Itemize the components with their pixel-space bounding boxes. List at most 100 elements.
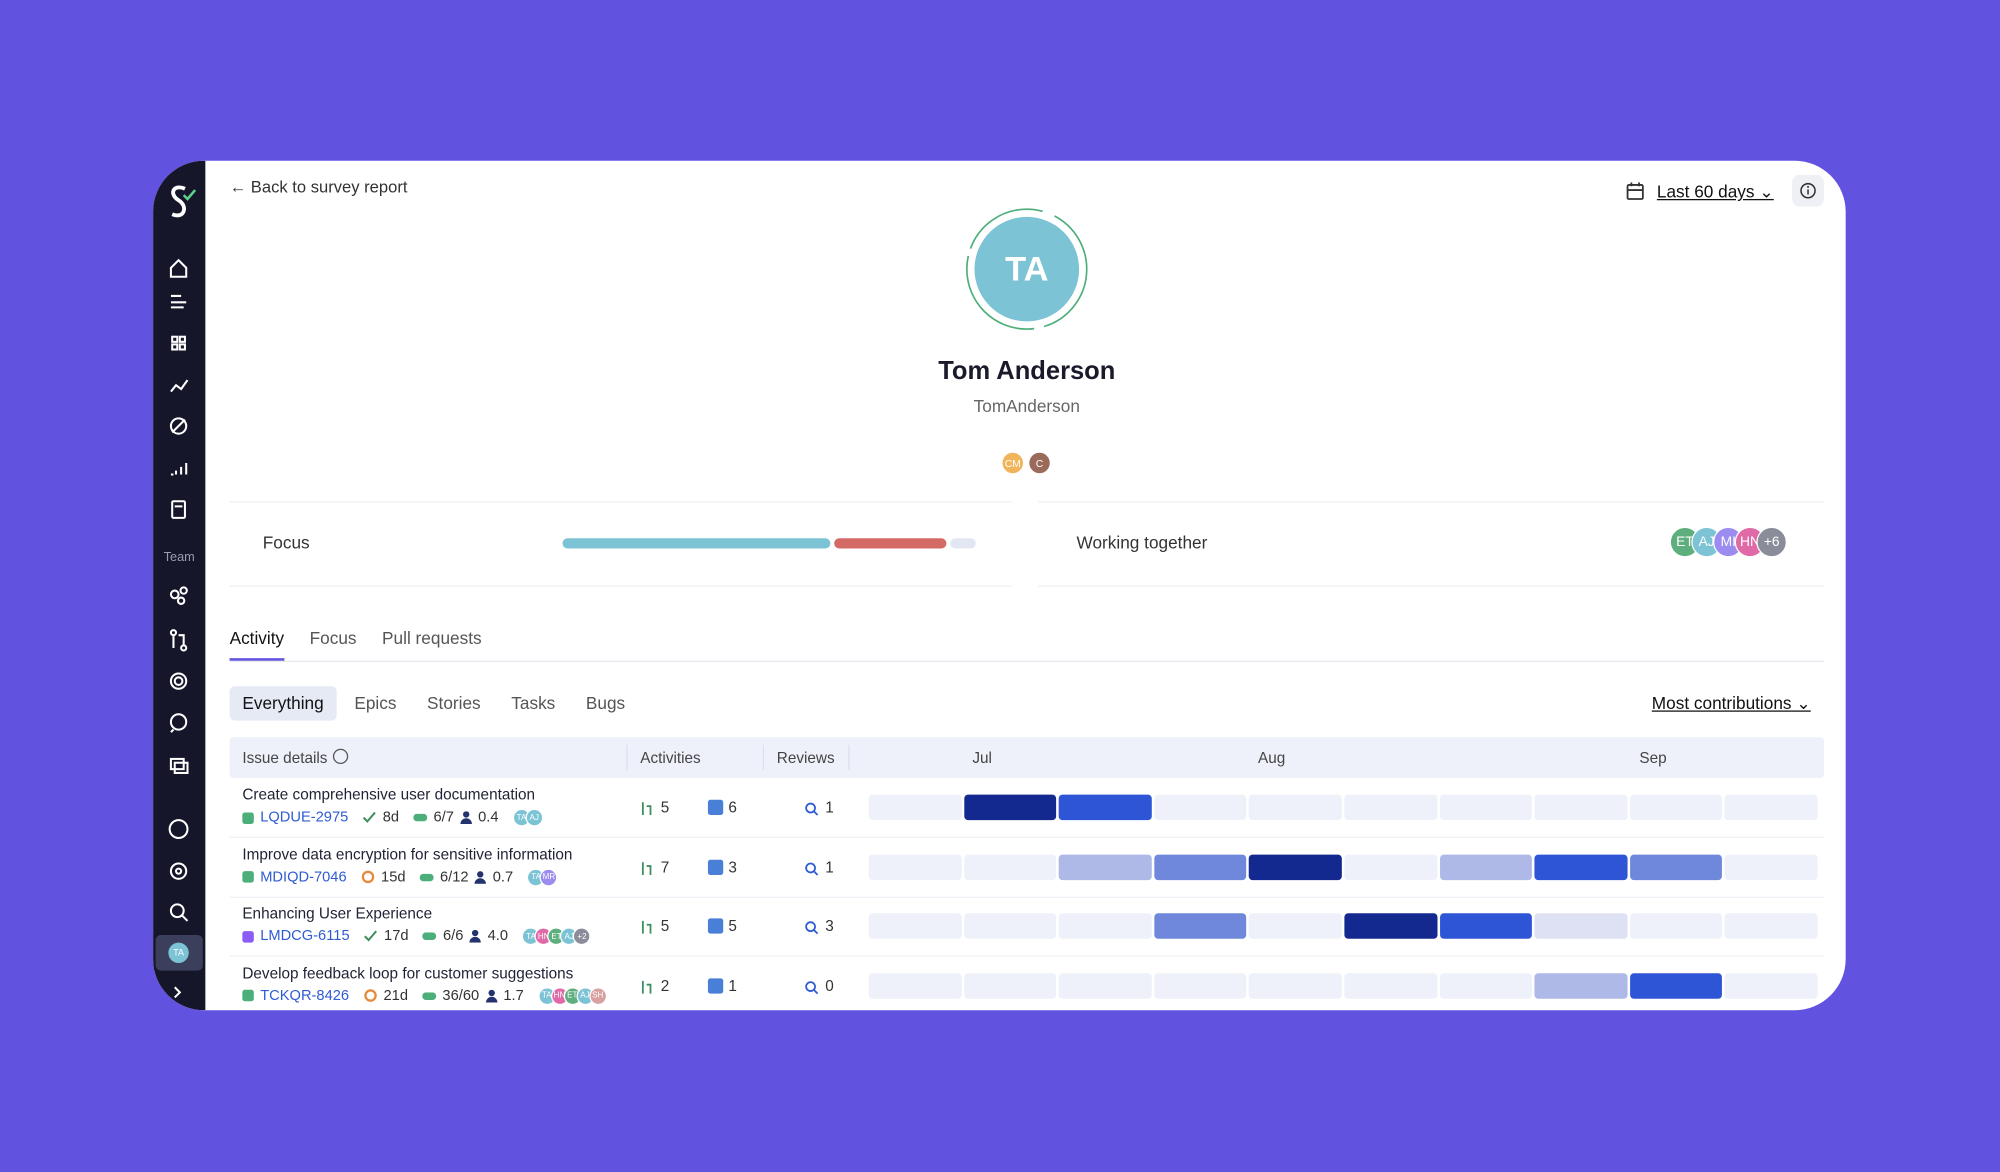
review-icon [805,802,819,816]
focus-bar [562,538,976,549]
heat-cell [963,972,1057,999]
heat-cell [1534,972,1628,999]
effort: 1.7 [503,987,524,1004]
progress: 6/12 [439,869,469,885]
review-icon [805,921,819,935]
task-icon [707,799,724,816]
heat-cell [1724,972,1818,999]
sort-menu[interactable]: Most contributions ⌄ [1651,693,1811,714]
task-icon [707,918,724,934]
heat-cell [1058,972,1152,999]
info-icon [1800,182,1816,199]
heat-cell [963,853,1057,880]
heat-cell [1724,794,1818,821]
avatar: C [1028,451,1052,475]
avatar: +6 [1756,526,1787,558]
filter[interactable]: Stories [427,693,481,714]
issue-meta: LQDUE-2975 8d 6/7 0.4 TA AJ [242,808,544,827]
issue-meta: MDIQD-7046 15d 6/12 0.7 TA MR [242,867,558,886]
filter[interactable]: Tasks [511,693,556,714]
team-label: Team [163,551,195,566]
filter[interactable]: Everything [229,686,337,721]
person-icon [460,811,472,824]
type-icon [242,811,254,824]
filter[interactable]: Epics [354,693,397,714]
issue-key[interactable]: LMDCG-6115 [260,928,350,944]
task-icon [707,859,724,875]
calendar-icon [1626,182,1644,200]
issue-key[interactable]: TCKQR-8426 [260,987,350,1004]
column-header: Reviews [776,748,835,767]
pr-count: 5 [660,798,670,817]
person-icon [474,870,487,884]
task-count: 6 [728,798,737,817]
sort-text[interactable]: Most contributions [1651,693,1792,714]
tab[interactable]: Activity [229,629,285,661]
status-icon [363,989,377,1003]
month-label: Sep [1639,748,1667,767]
issue-key[interactable]: MDIQD-7046 [260,869,347,885]
effort: 4.0 [487,928,509,944]
review-count: 3 [825,917,834,935]
heat-cell [1534,794,1628,821]
pr-icon [640,801,653,816]
filters: Everything Epics Stories Tasks Bugs [229,686,638,721]
user-avatar[interactable]: TA [168,942,189,964]
avatar: SH [588,986,607,1005]
tab[interactable]: Pull requests [382,628,482,648]
issue-title: Improve data encryption for sensitive in… [242,845,573,863]
date-range[interactable]: Last 60 days ⌄ [1656,182,1774,202]
column-divider [848,744,850,771]
heat-cell [1439,794,1533,821]
progress-icon [422,932,437,941]
heat-cell [1154,972,1247,999]
review-icon [805,861,819,876]
people: TA AJ [512,808,544,827]
progress: 6/6 [442,928,464,944]
profile-name: Tom Anderson [938,357,1116,386]
progress-icon [419,873,434,881]
heat-cell [1344,853,1437,880]
progress: 6/7 [433,809,454,826]
focus-segment [562,538,831,549]
tab[interactable]: Focus [309,628,357,648]
column-divider [626,744,628,771]
info-button[interactable] [1792,174,1824,207]
issue-meta: LMDCG-6115 17d 6/6 4.0 TA HN ET AJ +2 [242,927,591,946]
heat-cell [1058,913,1152,939]
back-link-text[interactable]: Back to survey report [250,177,408,197]
age: 15d [381,869,406,885]
pr-icon [640,860,653,875]
review-cell [805,978,819,1001]
task-count: 1 [728,976,737,995]
status-icon [362,811,376,824]
row-divider [229,836,1824,839]
pr-cell [640,978,653,1001]
heat-cell [963,913,1057,939]
focus-panel [229,501,1013,587]
pr-cell [640,859,653,882]
age: 17d [384,928,409,944]
effort: 0.4 [478,809,499,826]
pr-count: 7 [660,857,670,876]
back-link[interactable]: ← Back to survey report [229,177,408,197]
info-icon [332,748,349,765]
heat-cell [868,794,962,821]
heat-cell [1724,913,1818,939]
heat-cell [1439,972,1533,999]
date-range-text[interactable]: Last 60 days [1656,182,1755,202]
filter[interactable]: Bugs [585,693,626,714]
type-icon [242,930,254,942]
task-count: 5 [728,917,737,935]
row-divider [229,955,1824,957]
heat-cell [1629,972,1723,999]
issue-key[interactable]: LQDUE-2975 [260,809,349,826]
month-label: Aug [1258,748,1286,767]
status-icon [361,870,375,884]
heat-cell [1724,853,1818,880]
team-avatars: CM C [1001,451,1052,475]
heat-cell [1154,794,1247,821]
effort: 0.7 [492,869,514,885]
heat-cell [1249,972,1342,999]
